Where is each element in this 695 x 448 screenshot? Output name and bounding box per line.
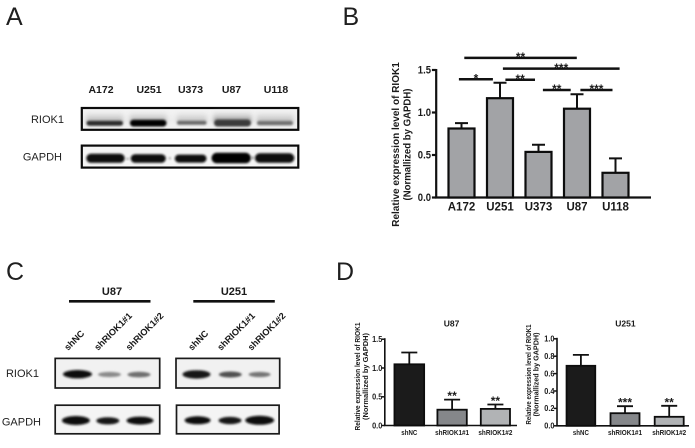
svg-text:0.6: 0.6 xyxy=(544,369,555,378)
svg-text:U373: U373 xyxy=(178,84,203,96)
svg-text:0.8: 0.8 xyxy=(544,352,555,361)
svg-text:1.0: 1.0 xyxy=(544,335,555,344)
svg-text:D: D xyxy=(336,258,354,286)
svg-text:0.4: 0.4 xyxy=(544,387,555,396)
svg-text:(Normallized by GAPDH): (Normallized by GAPDH) xyxy=(402,89,413,201)
svg-text:**: ** xyxy=(516,72,526,86)
svg-text:0.0: 0.0 xyxy=(418,192,431,204)
svg-text:U251: U251 xyxy=(136,84,161,96)
svg-text:GAPDH: GAPDH xyxy=(23,152,62,164)
svg-text:0.0: 0.0 xyxy=(372,421,383,430)
svg-text:1.0: 1.0 xyxy=(372,364,383,373)
svg-text:A172: A172 xyxy=(88,84,113,96)
svg-text:**: ** xyxy=(491,394,501,408)
svg-text:**: ** xyxy=(447,389,457,403)
svg-text:RIOK1: RIOK1 xyxy=(31,114,64,126)
svg-text:A172: A172 xyxy=(448,202,476,214)
svg-text:(Normallized by GAPDH): (Normallized by GAPDH) xyxy=(532,332,541,416)
svg-text:0.2: 0.2 xyxy=(544,404,555,413)
svg-text:**: ** xyxy=(552,82,562,96)
svg-text:***: *** xyxy=(618,396,632,410)
svg-text:GAPDH: GAPDH xyxy=(2,417,41,429)
svg-text:Relative expression level of R: Relative expression level of RIOK1 xyxy=(391,62,402,227)
svg-text:shNC: shNC xyxy=(186,328,210,352)
svg-text:A: A xyxy=(6,3,23,31)
svg-text:0.5: 0.5 xyxy=(372,393,383,402)
svg-text:*: * xyxy=(474,72,479,86)
svg-text:1.0: 1.0 xyxy=(418,107,431,119)
svg-text:U118: U118 xyxy=(264,84,289,96)
svg-text:1.5: 1.5 xyxy=(372,335,383,344)
svg-text:0.5: 0.5 xyxy=(418,150,431,162)
svg-text:0.0: 0.0 xyxy=(544,422,555,431)
svg-text:U87: U87 xyxy=(102,286,122,298)
svg-text:shNC: shNC xyxy=(62,328,86,352)
svg-text:U251: U251 xyxy=(615,319,636,329)
svg-text:C: C xyxy=(6,258,24,286)
svg-text:shRIOK1#2: shRIOK1#2 xyxy=(652,428,686,437)
svg-text:(Normallized by GAPDH): (Normallized by GAPDH) xyxy=(361,333,370,420)
svg-text:shRIOK1#2: shRIOK1#2 xyxy=(478,428,512,437)
svg-text:U373: U373 xyxy=(525,202,553,214)
svg-text:B: B xyxy=(343,3,360,31)
svg-text:shRIOK1#1: shRIOK1#1 xyxy=(608,428,643,437)
svg-text:***: *** xyxy=(554,61,568,75)
svg-text:Relative expression level of R: Relative expression level of RIOK1 xyxy=(524,325,533,425)
svg-text:shNC: shNC xyxy=(573,428,589,437)
svg-text:**: ** xyxy=(516,50,526,64)
svg-text:U251: U251 xyxy=(221,286,247,298)
svg-text:U87: U87 xyxy=(566,202,587,214)
svg-text:U87: U87 xyxy=(222,84,241,96)
svg-text:1.5: 1.5 xyxy=(418,65,431,77)
svg-text:shRIOK1#1: shRIOK1#1 xyxy=(435,428,470,437)
svg-text:Relative expression level of R: Relative expression level of RIOK1 xyxy=(353,323,362,431)
svg-text:RIOK1: RIOK1 xyxy=(6,368,39,380)
svg-text:U251: U251 xyxy=(486,202,514,214)
svg-text:**: ** xyxy=(665,395,675,409)
svg-text:shNC: shNC xyxy=(401,428,417,437)
svg-text:***: *** xyxy=(589,82,603,96)
svg-text:U118: U118 xyxy=(602,202,629,214)
svg-text:U87: U87 xyxy=(444,319,460,329)
